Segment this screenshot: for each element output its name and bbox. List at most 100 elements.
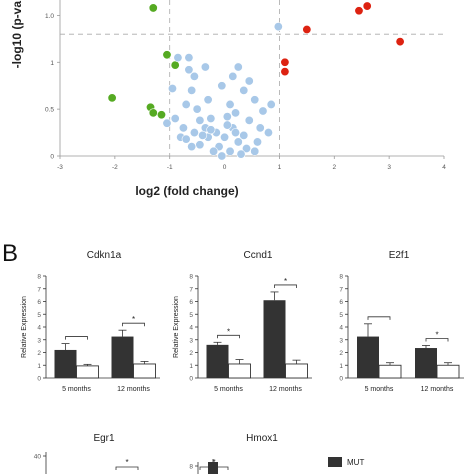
volcano-point-ns [178, 123, 188, 133]
partial-significance-star: * [125, 458, 128, 467]
volcano-point-ns [184, 65, 194, 75]
bar-y-tick-label: 2 [189, 350, 193, 357]
volcano-y-axis-title: -log10 (p-va [10, 1, 24, 69]
bar-control [76, 365, 99, 379]
bar-y-axis-title: Relative Expression [21, 296, 28, 358]
volcano-point-ns [198, 130, 208, 140]
volcano-point-ns [206, 114, 216, 124]
partial-bar-charts: Egr1 40 * Hmox1 8 * [34, 433, 278, 474]
bar-y-tick-label: 0 [37, 376, 41, 383]
bar-y-tick-label: 8 [37, 274, 41, 281]
volcano-point-ns [222, 120, 232, 130]
bar-mut [54, 349, 77, 378]
bar-chart-e2f1: E2f1 0 1 2 3 4 5 6 7 8 5 months * 12 months [339, 250, 464, 393]
volcano-point-up [302, 24, 312, 34]
volcano-point-ns [258, 106, 268, 116]
partial-y-tick-label: 8 [189, 464, 193, 471]
volcano-point-ns [236, 149, 246, 159]
bar-y-tick-label: 1 [339, 363, 343, 370]
significance-bracket [425, 338, 449, 342]
volcano-point-ns [170, 114, 180, 124]
volcano-x-tick-label: 0 [223, 164, 227, 171]
volcano-point-ns [250, 95, 260, 105]
partial-panel-egr1: Egr1 40 * [34, 433, 139, 474]
volcano-x-tick-label: 2 [332, 164, 336, 171]
volcano-point-ns [244, 115, 254, 125]
bar-y-tick-label: 6 [189, 299, 193, 306]
partial-significance-bracket [115, 466, 139, 470]
volcano-point-ns [231, 108, 241, 118]
volcano-point-ns [239, 85, 249, 95]
bar-mut [206, 344, 229, 378]
volcano-point-ns [162, 118, 172, 128]
volcano-point-ns [192, 104, 202, 114]
volcano-point-ns [239, 130, 249, 140]
bar-y-tick-label: 5 [339, 312, 343, 319]
significance-star: * [132, 315, 135, 324]
bar-category-label: 12 months [117, 386, 150, 393]
volcano-plot: -3 -2 -1 0 1 2 3 4 0 0.5 1 1.0 log2 (fold change) -lo… [10, 0, 446, 198]
volcano-point-up [354, 6, 364, 16]
volcano-x-axis-title: log2 (fold change) [135, 184, 238, 198]
bar-y-tick-label: 0 [189, 376, 193, 383]
volcano-point-ns [231, 128, 241, 138]
significance-bracket [122, 322, 145, 327]
volcano-point-ns [263, 128, 273, 138]
panel-b-label: B [2, 240, 18, 267]
volcano-point-down [107, 93, 117, 103]
bar-category-label: 12 months [269, 386, 302, 393]
bar-y-tick-label: 3 [339, 337, 343, 344]
volcano-point-ns [209, 146, 219, 156]
volcano-point-ns [266, 99, 276, 109]
volcano-x-tick-label: 1 [278, 164, 282, 171]
bar-y-tick-label: 4 [189, 325, 193, 332]
volcano-y-tick-label: 0 [50, 154, 54, 161]
bar-control [228, 363, 251, 379]
bar-chart-ccnd1: Ccnd1 0 1 2 3 4 5 6 7 8 Relative Expression * 5 mont… [173, 250, 312, 393]
bar-y-tick-label: 8 [339, 274, 343, 281]
volcano-point-down [170, 60, 180, 70]
bar-y-tick-label: 4 [37, 325, 41, 332]
bar-y-tick-label: 2 [339, 350, 343, 357]
volcano-point-up [280, 57, 290, 67]
bar-charts: Cdkn1a 0 1 2 3 4 5 6 7 8 Relative Expression 5 mont… [21, 250, 464, 393]
volcano-x-tick-label: 3 [387, 164, 391, 171]
bar-category-label: 5 months [365, 386, 394, 393]
volcano-x-tick-label: -3 [57, 164, 63, 171]
volcano-point-ns [244, 76, 254, 86]
volcano-x-tick-label: -2 [112, 164, 118, 171]
bar-y-tick-label: 3 [37, 337, 41, 344]
volcano-x-tick-label: -1 [167, 164, 173, 171]
bar-control [133, 363, 156, 379]
bar-mut [415, 348, 437, 378]
volcano-point-ns [217, 151, 227, 161]
bar-y-tick-label: 5 [37, 312, 41, 319]
significance-star: * [284, 277, 287, 286]
volcano-point-ns [242, 144, 252, 154]
volcano-point-ns [273, 22, 283, 32]
volcano-point-ns [203, 95, 213, 105]
bar-y-tick-label: 0 [339, 376, 343, 383]
volcano-point-ns [181, 99, 191, 109]
significance-bracket [367, 316, 391, 320]
legend: MUT [328, 457, 364, 467]
volcano-point-down [148, 3, 158, 13]
partial-panel-title: Hmox1 [246, 433, 278, 444]
bar-y-tick-label: 4 [339, 325, 343, 332]
volcano-y-tick-label: 1.0 [45, 13, 54, 20]
bar-y-tick-label: 6 [37, 299, 41, 306]
volcano-point-down [162, 50, 172, 60]
volcano-point-ns [255, 123, 265, 133]
volcano-point-ns [189, 128, 199, 138]
volcano-point-ns [233, 137, 243, 147]
bar-control [285, 363, 308, 379]
bar-y-tick-label: 6 [339, 299, 343, 306]
volcano-y-tick-label: 0.5 [45, 107, 54, 114]
bar-control [436, 364, 460, 379]
bar-mut [111, 336, 134, 378]
bar-y-tick-label: 8 [189, 274, 193, 281]
volcano-point-ns [181, 134, 191, 144]
partial-bar-mut [208, 462, 218, 474]
volcano-x-tick-label: 4 [442, 164, 446, 171]
